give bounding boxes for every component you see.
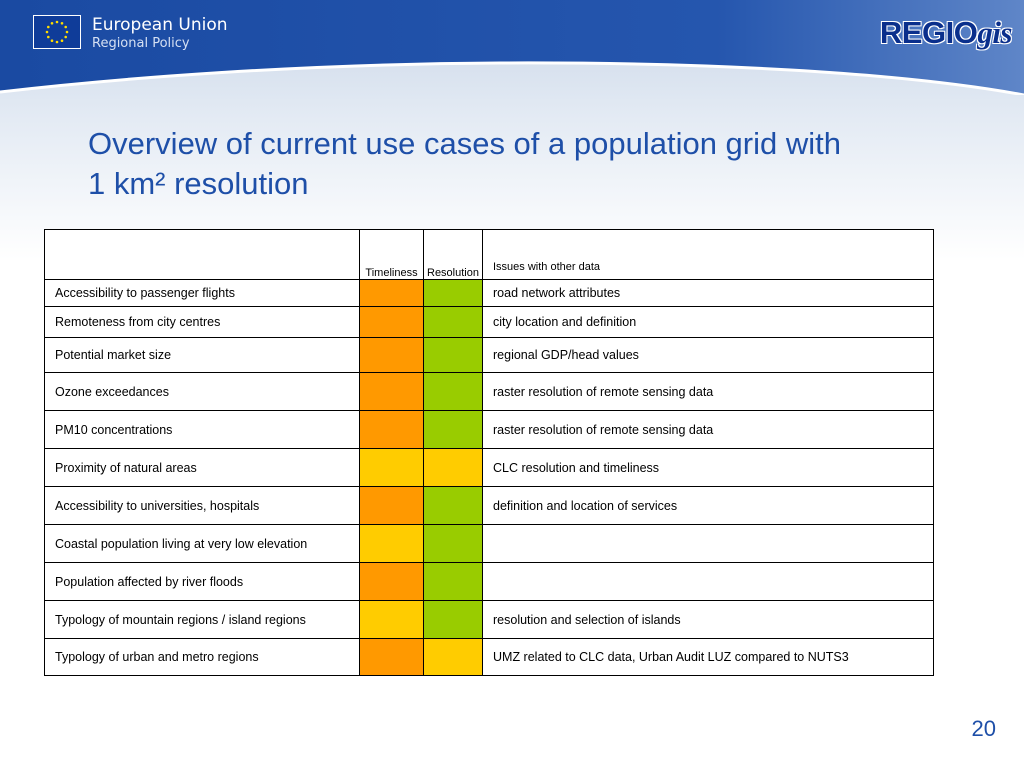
timeliness-status-cell [359,600,424,639]
use-cases-table: Timeliness Resolution Issues with other … [44,229,934,676]
regiogis-logo: REGIOgis [879,15,1013,51]
title-line-1: Overview of current use cases of a popul… [88,126,841,161]
timeliness-status-cell [359,638,424,676]
table-row: Accessibility to universities, hospitals… [44,486,934,525]
use-case-cell: Accessibility to universities, hospitals [44,486,360,525]
timeliness-status-cell [359,524,424,563]
eu-flag-icon [33,15,81,49]
table-row: Coastal population living at very low el… [44,524,934,563]
table-row: Remoteness from city centres city locatio… [44,306,934,338]
table-row: Potential market size regional GDP/head v… [44,337,934,373]
use-case-cell: Accessibility to passenger flights [44,279,360,307]
use-case-cell: Potential market size [44,337,360,373]
table-row: Population affected by river floods [44,562,934,601]
issues-cell: regional GDP/head values [482,337,934,373]
table-row: Accessibility to passenger flights road n… [44,279,934,307]
timeliness-status-cell [359,448,424,487]
table-row: Typology of mountain regions / island re… [44,600,934,639]
page-title: Overview of current use cases of a popul… [88,124,968,204]
resolution-status-cell [423,448,483,487]
resolution-status-cell [423,524,483,563]
org-subtitle: Regional Policy [92,36,190,51]
table-row: Typology of urban and metro regions UMZ r… [44,638,934,676]
timeliness-status-cell [359,410,424,449]
issues-cell: UMZ related to CLC data, Urban Audit LUZ… [482,638,934,676]
use-case-cell: Ozone exceedances [44,372,360,411]
use-case-cell: Typology of urban and metro regions [44,638,360,676]
org-name: European Union [92,15,228,35]
timeliness-status-cell [359,337,424,373]
issues-cell: city location and definition [482,306,934,338]
column-header-resolution: Resolution [423,229,483,280]
issues-cell: road network attributes [482,279,934,307]
resolution-status-cell [423,306,483,338]
resolution-status-cell [423,337,483,373]
resolution-status-cell [423,638,483,676]
resolution-status-cell [423,372,483,411]
timeliness-status-cell [359,279,424,307]
column-header-timeliness: Timeliness [359,229,424,280]
issues-cell: raster resolution of remote sensing data [482,410,934,449]
issues-cell: resolution and selection of islands [482,600,934,639]
resolution-status-cell [423,486,483,525]
timeliness-status-cell [359,486,424,525]
use-case-cell: Remoteness from city centres [44,306,360,338]
table-row: Proximity of natural areas CLC resolution… [44,448,934,487]
table-row: Ozone exceedances raster resolution of re… [44,372,934,411]
resolution-status-cell [423,562,483,601]
timeliness-status-cell [359,562,424,601]
use-case-cell: Typology of mountain regions / island re… [44,600,360,639]
issues-cell [482,562,934,601]
issues-cell: raster resolution of remote sensing data [482,372,934,411]
issues-cell: definition and location of services [482,486,934,525]
table-header-row: Timeliness Resolution Issues with other … [44,229,934,280]
use-case-cell: PM10 concentrations [44,410,360,449]
table-row: PM10 concentrations raster resolution of … [44,410,934,449]
title-line-2: 1 km² resolution [88,166,309,201]
resolution-status-cell [423,600,483,639]
column-header-issues: Issues with other data [482,229,934,280]
timeliness-status-cell [359,372,424,411]
page-number: 20 [971,716,996,741]
column-header-use-case [44,229,360,280]
timeliness-status-cell [359,306,424,338]
resolution-status-cell [423,410,483,449]
issues-cell: CLC resolution and timeliness [482,448,934,487]
use-case-cell: Proximity of natural areas [44,448,360,487]
use-case-cell: Coastal population living at very low el… [44,524,360,563]
use-case-cell: Population affected by river floods [44,562,360,601]
issues-cell [482,524,934,563]
resolution-status-cell [423,279,483,307]
table-body: Accessibility to passenger flights road n… [44,279,934,676]
header-banner-shape [0,0,1024,95]
logo-main: REGIO [879,15,978,50]
header-bar [0,0,1024,95]
logo-suffix: gis [977,15,1012,50]
